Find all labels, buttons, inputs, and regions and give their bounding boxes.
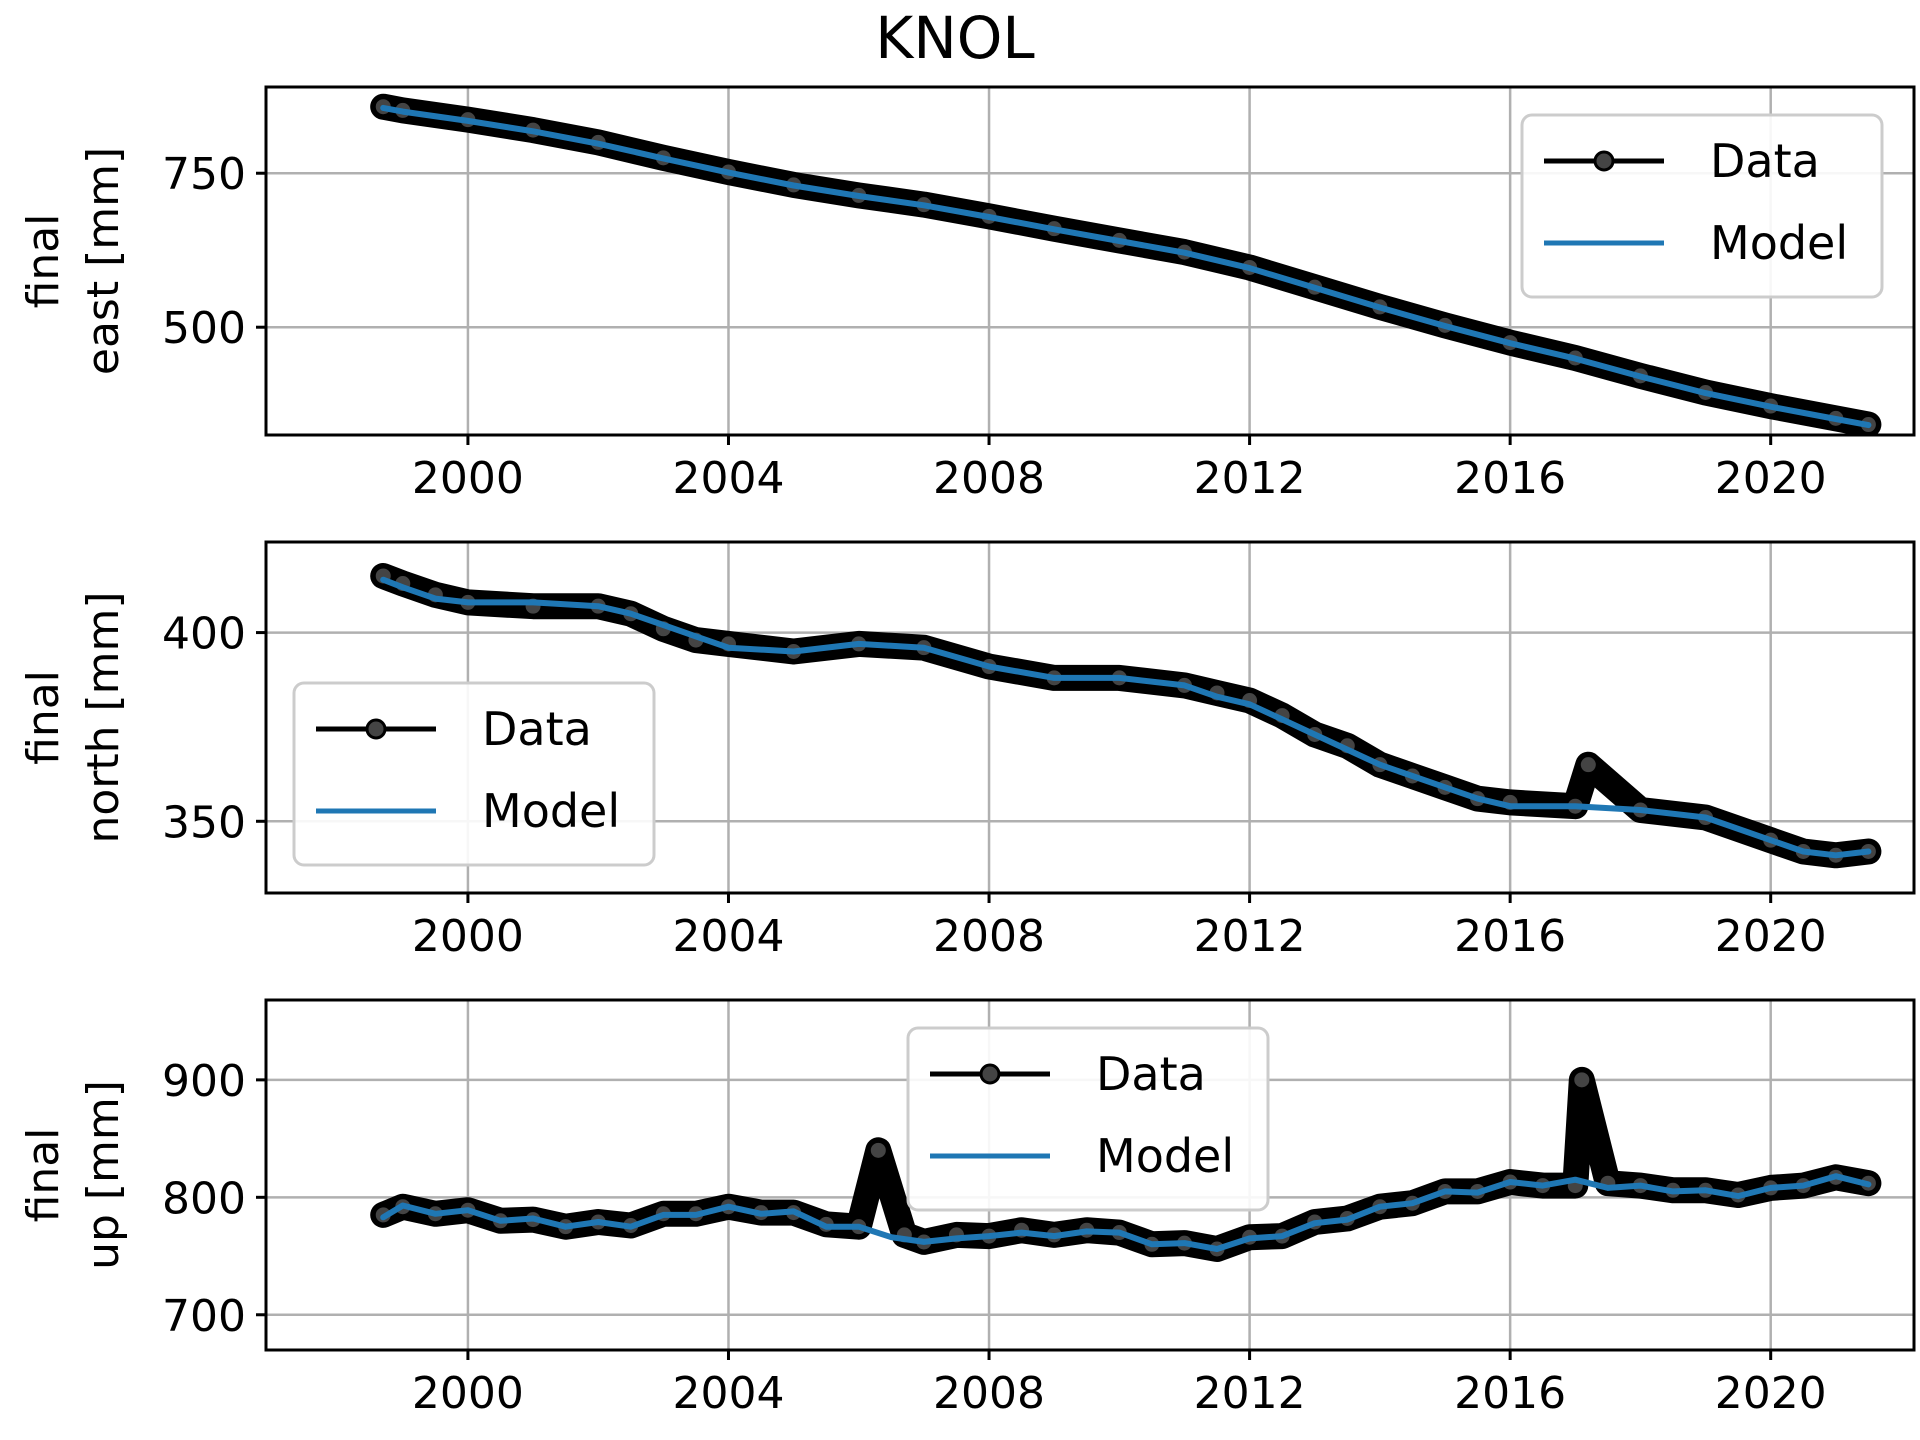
x-tick-label: 2004: [672, 911, 784, 962]
subplot-3: 2000 2004 2008 2012 2016 2020 700 800 900 final up…: [18, 998, 1916, 1419]
legend-label: Model: [482, 784, 620, 838]
series-model-line: [380, 104, 1872, 429]
legend-label: Model: [1096, 1129, 1234, 1183]
x-tick-label: 2008: [933, 453, 1045, 504]
chart-title: KNOL: [875, 4, 1034, 72]
y-tick-label: 400: [162, 609, 246, 660]
x-tick-label: 2004: [672, 453, 784, 504]
legend-label: Data: [482, 702, 592, 756]
y-axis-label-line2: north [mm]: [78, 591, 129, 843]
subplot-2: 2000 2004 2008 2012 2016 2020 350 400 final north…: [18, 540, 1916, 962]
x-tick-label: 2012: [1194, 1368, 1306, 1419]
legend-label: Data: [1710, 134, 1820, 188]
legend-label: Model: [1710, 216, 1848, 270]
y-axis-label-line1: final: [18, 670, 69, 765]
data-point: [1571, 1069, 1593, 1091]
legend: Data Model: [1520, 113, 1884, 299]
x-tick-label: 2016: [1454, 453, 1566, 504]
x-tick-label: 2000: [412, 911, 524, 962]
x-tick-label: 2020: [1715, 453, 1827, 504]
legend-marker: [979, 1063, 1001, 1085]
axes-frame: [264, 540, 1916, 895]
axes-frame: [264, 998, 1916, 1352]
y-tick-label: 700: [162, 1291, 246, 1342]
x-tick-label: 2000: [412, 453, 524, 504]
legend: Data Model: [906, 1026, 1270, 1212]
y-axis-label-line2: east [mm]: [78, 147, 129, 375]
x-tick-label: 2000: [412, 1368, 524, 1419]
x-tick-label: 2008: [933, 1368, 1045, 1419]
x-tick-label: 2012: [1194, 453, 1306, 504]
y-tick-label: 350: [162, 797, 246, 848]
series-model-line: [380, 1173, 1872, 1252]
subplot-1: 2000 2004 2008 2012 2016 2020 500 750 final east …: [18, 85, 1916, 504]
x-tick-label: 2020: [1715, 911, 1827, 962]
x-tick-label: 2012: [1194, 911, 1306, 962]
plot-area: [370, 93, 1882, 435]
x-tick-label: 2008: [933, 911, 1045, 962]
y-tick-label: 900: [162, 1056, 246, 1107]
x-tick-label: 2016: [1454, 911, 1566, 962]
y-tick-label: 800: [162, 1173, 246, 1224]
axes-frame: [264, 85, 1916, 437]
series-model-line: [380, 576, 1872, 859]
data-point: [1577, 754, 1599, 776]
x-tick-label: 2020: [1715, 1368, 1827, 1419]
legend: Data Model: [292, 681, 656, 867]
legend-label: Data: [1096, 1047, 1206, 1101]
y-tick-label: 750: [162, 149, 246, 200]
y-axis-label-line2: up [mm]: [78, 1080, 129, 1270]
plot-area: [370, 563, 1882, 869]
plot-area: [370, 1066, 1882, 1262]
x-tick-label: 2004: [672, 1368, 784, 1419]
legend-marker: [365, 718, 387, 740]
x-tick-label: 2016: [1454, 1368, 1566, 1419]
y-axis-label-line1: final: [18, 1128, 69, 1223]
data-point: [867, 1139, 889, 1161]
legend-marker: [1593, 150, 1615, 172]
y-axis-label-line1: final: [18, 214, 69, 309]
y-tick-label: 500: [162, 303, 246, 354]
